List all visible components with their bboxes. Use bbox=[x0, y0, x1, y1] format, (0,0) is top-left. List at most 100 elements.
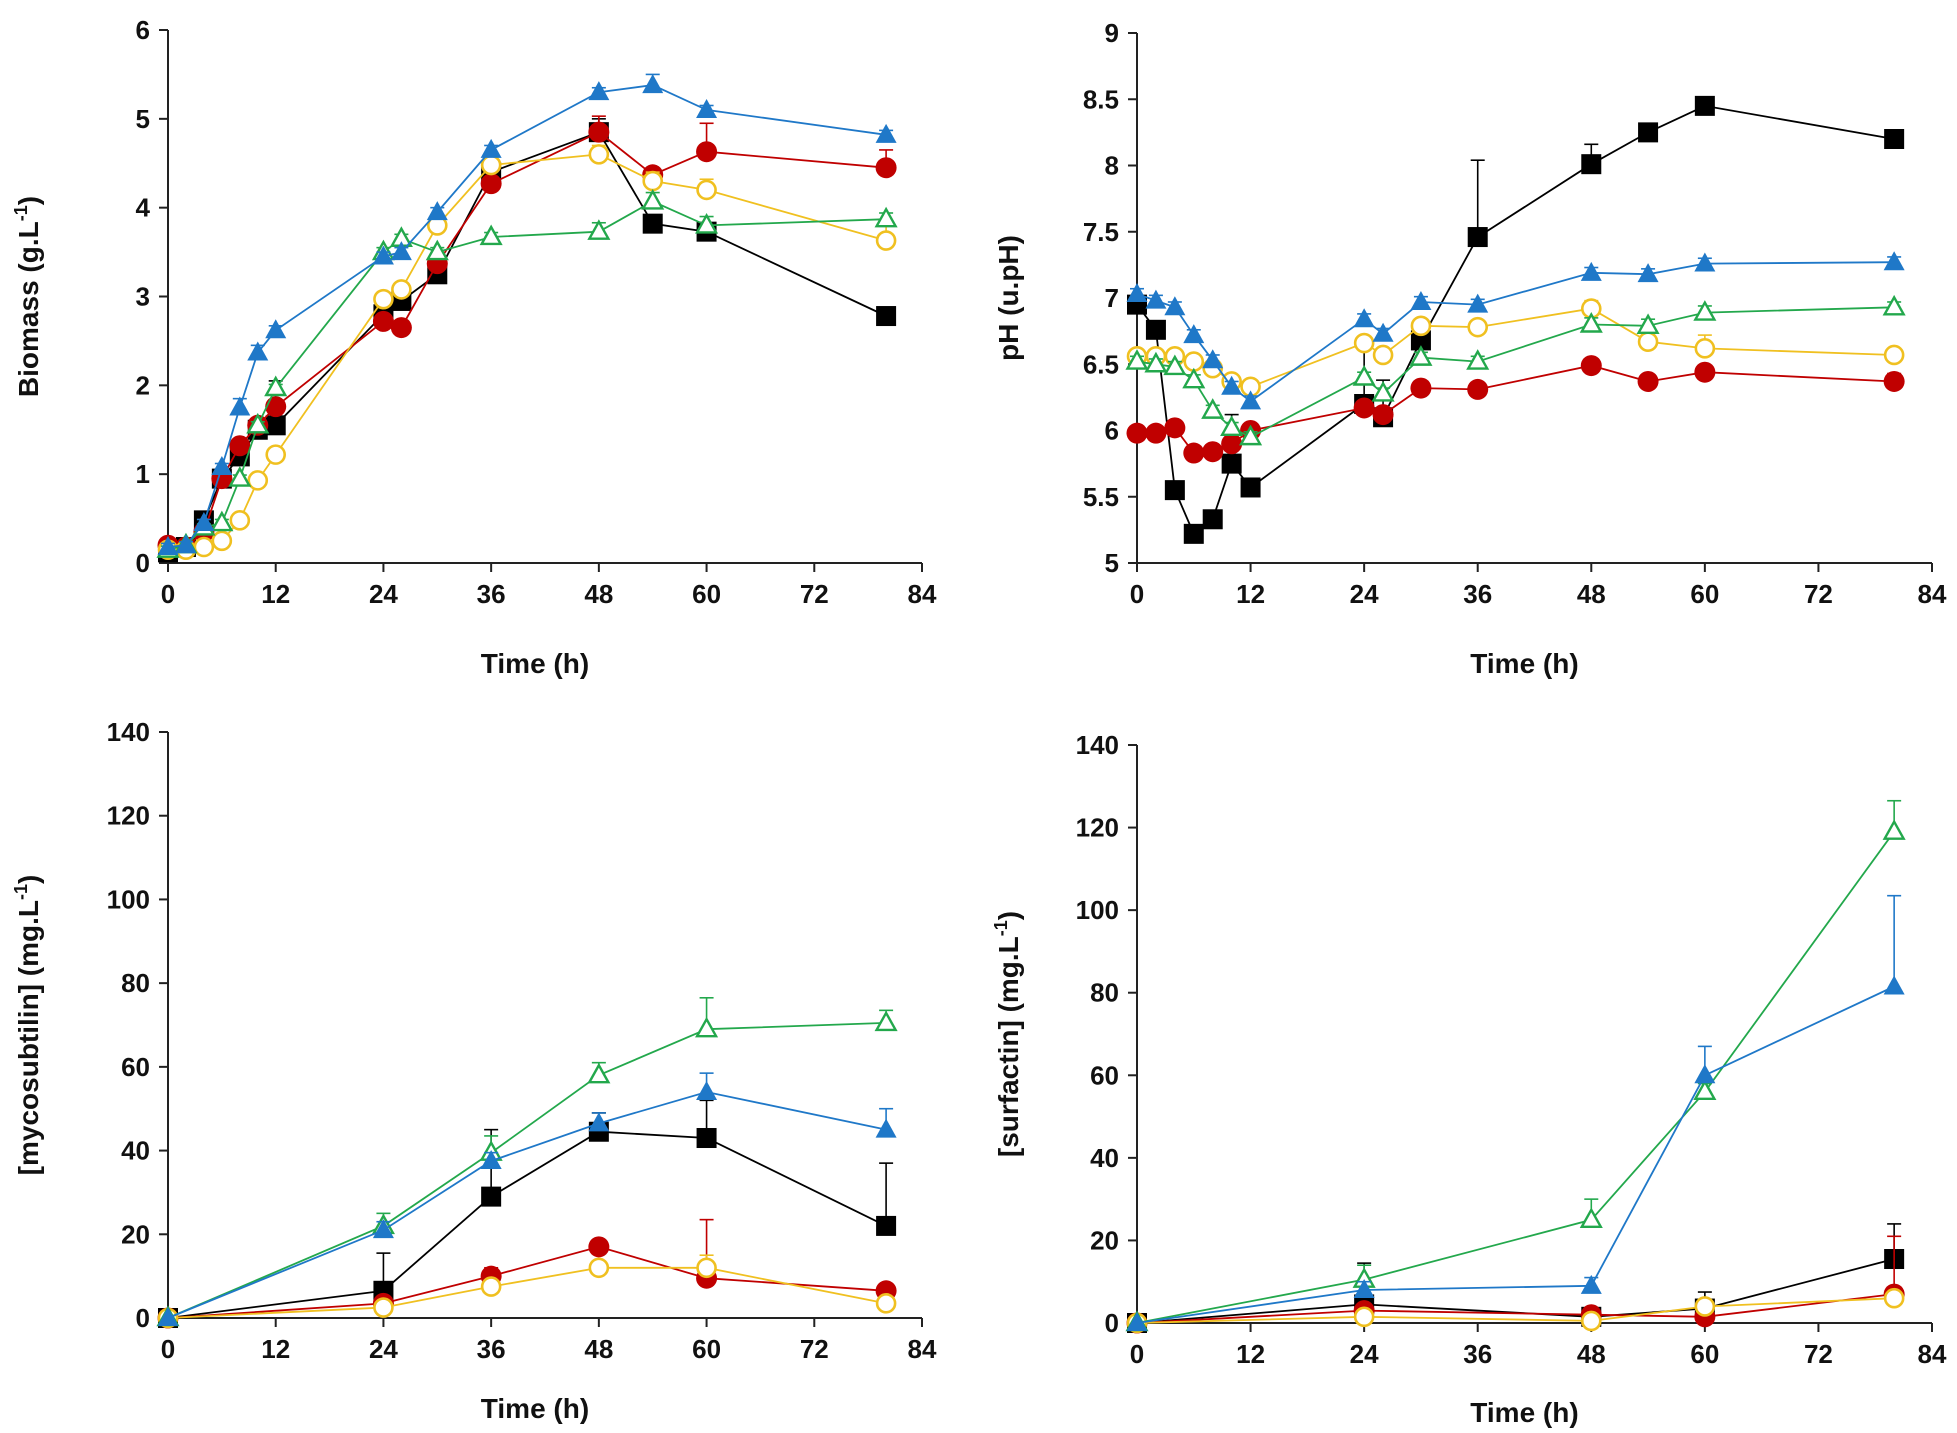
y-tick-label: 1 bbox=[136, 459, 150, 489]
data-point bbox=[1126, 283, 1148, 303]
series-line bbox=[167, 84, 887, 548]
series-line bbox=[167, 1245, 887, 1319]
data-point bbox=[1579, 312, 1603, 333]
y-tick-label: 100 bbox=[1076, 895, 1119, 925]
data-point bbox=[875, 157, 897, 179]
y-tick-label: 40 bbox=[1090, 1143, 1119, 1173]
data-point bbox=[875, 230, 897, 251]
data-point bbox=[696, 1080, 718, 1100]
data-point bbox=[695, 212, 719, 234]
data-point bbox=[696, 98, 718, 118]
data-point bbox=[1183, 523, 1204, 544]
data-point bbox=[875, 1118, 897, 1138]
series-line bbox=[1136, 831, 1895, 1324]
data-point bbox=[588, 1236, 610, 1258]
ph-chart: 5 5.5 6 6.5 7 7.5 8 8.5 9 0 12 24 36 48 60 72 84 Time (h)… bbox=[993, 18, 1947, 679]
x-tick-label: 48 bbox=[584, 579, 613, 609]
data-point bbox=[1221, 375, 1243, 395]
y-axis-title: [surfactin] (mg.L-1) bbox=[991, 911, 1024, 1157]
data-point bbox=[265, 444, 287, 465]
data-point bbox=[373, 1297, 394, 1318]
y-tick-label: 5 bbox=[136, 104, 150, 134]
data-point bbox=[1580, 1310, 1602, 1332]
x-tick-label: 48 bbox=[1577, 1339, 1606, 1369]
data-point bbox=[876, 306, 897, 327]
series-line bbox=[1136, 306, 1895, 439]
data-point bbox=[211, 530, 233, 552]
x-axis-title: Time (h) bbox=[481, 648, 589, 679]
x-tick-label: 60 bbox=[692, 579, 721, 609]
y-axis-title-sup: -1 bbox=[11, 884, 31, 900]
data-point bbox=[696, 179, 717, 201]
data-point bbox=[1410, 290, 1432, 310]
data-point bbox=[480, 1276, 502, 1297]
data-point bbox=[1883, 1287, 1905, 1309]
series-line bbox=[167, 1266, 887, 1319]
y-axis-title-main: Biomass (g.L bbox=[13, 221, 44, 397]
data-point bbox=[373, 288, 394, 310]
series-line bbox=[167, 1130, 887, 1319]
data-point bbox=[1183, 442, 1205, 464]
data-point bbox=[1883, 251, 1905, 271]
data-point bbox=[372, 310, 394, 332]
data-point bbox=[641, 188, 665, 210]
series-line bbox=[167, 1091, 887, 1319]
data-point bbox=[390, 241, 412, 261]
data-point bbox=[696, 141, 718, 163]
x-tick-label: 0 bbox=[161, 1334, 175, 1364]
y-tick-label: 60 bbox=[1090, 1060, 1119, 1090]
y-tick-label: 9 bbox=[1105, 18, 1119, 48]
data-point bbox=[193, 536, 215, 558]
data-point bbox=[1372, 404, 1394, 426]
x-tick-label: 84 bbox=[908, 579, 937, 609]
y-tick-label: 2 bbox=[136, 370, 150, 400]
x-tick-label: 72 bbox=[800, 1334, 829, 1364]
data-point bbox=[876, 1215, 897, 1236]
data-point bbox=[1580, 1274, 1602, 1294]
y-tick-label: 7.5 bbox=[1083, 217, 1119, 247]
series-black bbox=[1127, 95, 1905, 544]
data-point bbox=[587, 1062, 611, 1084]
data-point bbox=[874, 206, 898, 228]
data-point bbox=[1125, 349, 1149, 370]
x-tick-label: 0 bbox=[1130, 579, 1144, 609]
x-axis-title: Time (h) bbox=[1470, 648, 1578, 679]
data-point bbox=[1221, 433, 1243, 455]
data-point bbox=[1164, 417, 1186, 439]
series-blue bbox=[157, 1072, 897, 1326]
data-point bbox=[1884, 129, 1905, 149]
data-point bbox=[696, 1128, 717, 1149]
x-tick-label: 24 bbox=[369, 579, 398, 609]
series-yellow bbox=[157, 144, 897, 560]
series-blue bbox=[1126, 894, 1905, 1331]
x-tick-label: 36 bbox=[1463, 1339, 1492, 1369]
x-tick-label: 0 bbox=[161, 579, 175, 609]
x-tick-label: 60 bbox=[692, 1334, 721, 1364]
data-point bbox=[1352, 365, 1376, 386]
data-point bbox=[1694, 361, 1716, 383]
series-line bbox=[1136, 985, 1895, 1324]
data-point bbox=[391, 279, 412, 300]
x-tick-label: 36 bbox=[477, 579, 506, 609]
data-point bbox=[157, 1307, 179, 1326]
y-tick-label: 140 bbox=[1076, 730, 1119, 760]
x-tick-label: 72 bbox=[1804, 1339, 1833, 1369]
x-tick-label: 36 bbox=[477, 1334, 506, 1364]
data-point bbox=[1240, 477, 1261, 498]
data-point bbox=[1580, 355, 1602, 377]
series-yellow bbox=[1126, 1287, 1905, 1334]
data-point bbox=[1202, 509, 1223, 530]
data-point bbox=[229, 510, 251, 531]
x-axis-title: Time (h) bbox=[481, 1393, 589, 1424]
series-green bbox=[1125, 799, 1906, 1332]
data-point bbox=[1579, 1207, 1603, 1228]
series-line bbox=[167, 131, 887, 548]
x-tick-label: 72 bbox=[1804, 579, 1833, 609]
data-point bbox=[1145, 422, 1167, 444]
data-point bbox=[157, 536, 179, 556]
data-point bbox=[1240, 390, 1262, 410]
y-tick-label: 0 bbox=[136, 548, 150, 578]
data-point bbox=[264, 375, 288, 397]
data-point bbox=[1410, 377, 1432, 399]
